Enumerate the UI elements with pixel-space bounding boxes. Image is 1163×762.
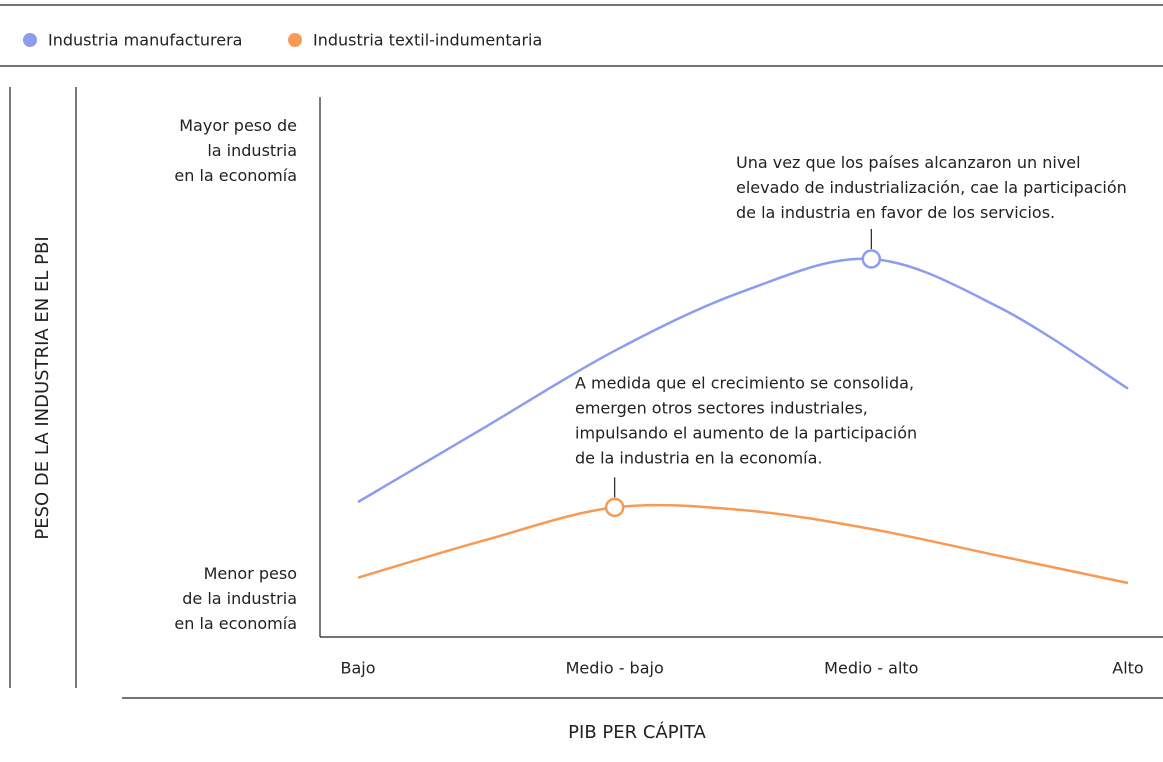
x-tick-label: Medio - alto [824,659,918,678]
y-tick-label: Menor peso de la industria en la economía [174,564,297,633]
y-axis-title: PESO DE LA INDUSTRIA EN EL PBI [32,236,53,539]
x-tick-label: Bajo [340,659,375,678]
line [357,257,1129,504]
legend-label: Industria manufacturera [48,31,242,50]
y-tick-label: Mayor peso de la industria en la economía [174,116,297,185]
highlight-marker [604,497,625,518]
legend-marker [23,33,37,47]
legend-label: Industria textil-indumentaria [313,31,542,50]
annotation: A medida que el crecimiento se consolida… [575,373,917,467]
highlight-marker [861,249,882,269]
line [357,503,1129,585]
annotation: Una vez que los países alcanzaron un niv… [736,153,1127,222]
x-tick-label: Medio - bajo [566,659,664,678]
legend-marker [288,33,302,47]
x-tick-label: Alto [1112,659,1143,678]
x-axis-title: PIB PER CÁPITA [568,721,706,743]
